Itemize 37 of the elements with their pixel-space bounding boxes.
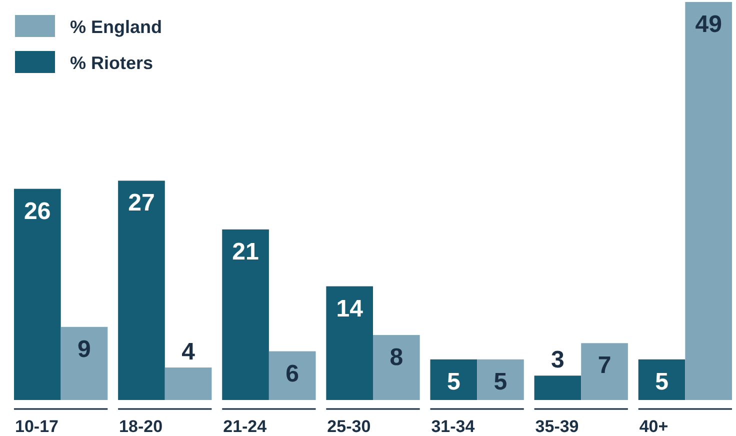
bar	[477, 359, 524, 400]
data-label: 14	[336, 295, 364, 322]
data-label: 5	[655, 368, 668, 396]
x-tick-label: 18-20	[119, 417, 163, 436]
bar	[638, 359, 686, 400]
x-tick-label: 31-34	[431, 417, 476, 436]
x-tick-label: 21-24	[223, 417, 268, 436]
data-label: 3	[551, 346, 564, 374]
data-label: 4	[182, 338, 196, 366]
data-label: 26	[24, 198, 51, 225]
data-label: 27	[128, 190, 155, 217]
bar	[534, 376, 582, 400]
bar	[581, 343, 628, 400]
bar	[373, 335, 420, 400]
bar	[164, 368, 212, 400]
bar	[60, 326, 108, 400]
x-tick-label: 40+	[639, 417, 668, 436]
bar	[685, 2, 732, 400]
x-tick-label: 25-30	[327, 417, 371, 436]
data-label: 5	[494, 368, 508, 396]
bar	[326, 286, 373, 400]
x-tick-label: 10-17	[15, 417, 58, 436]
legend-label: % England	[70, 17, 162, 37]
data-label: 6	[286, 360, 300, 388]
bar	[118, 180, 165, 400]
bar	[430, 359, 478, 400]
data-label: 8	[390, 344, 404, 372]
data-label: 9	[78, 336, 91, 363]
bar	[222, 229, 269, 400]
data-label: 49	[695, 11, 722, 38]
legend-label: % Rioters	[70, 53, 154, 73]
data-label: 21	[232, 238, 259, 266]
data-label: 7	[598, 352, 612, 380]
data-label: 5	[446, 368, 460, 396]
bar	[268, 351, 316, 400]
x-tick-label: 35-39	[535, 417, 579, 436]
bar	[14, 188, 61, 400]
